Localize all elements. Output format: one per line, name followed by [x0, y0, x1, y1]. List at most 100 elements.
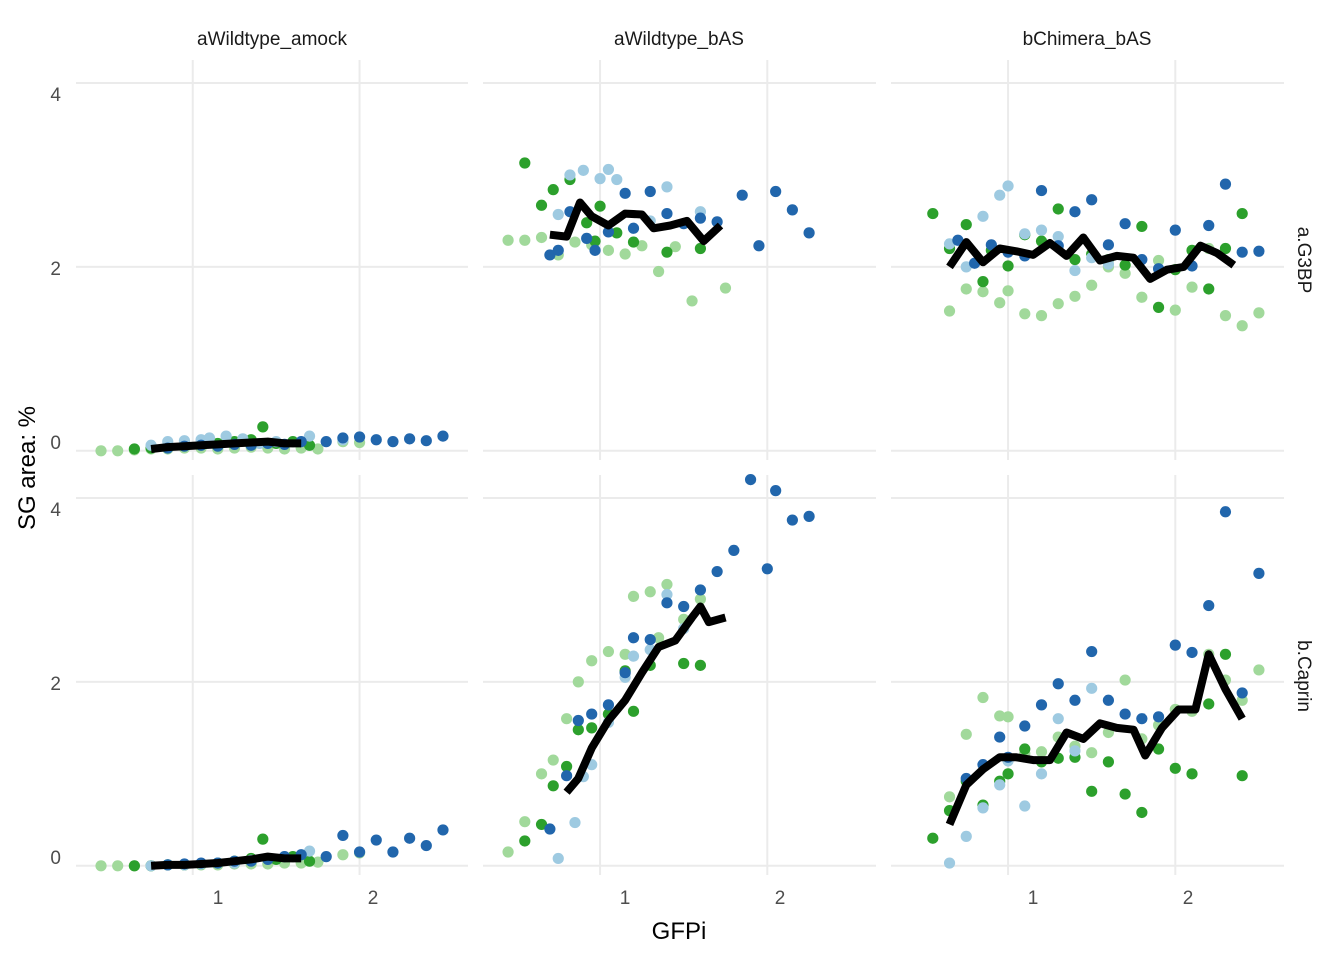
data-point-dark-green-panel-5-1: [519, 835, 531, 847]
data-point-light-blue-panel-4-10: [303, 845, 316, 857]
data-point-dark-green-panel-3-19: [1219, 242, 1232, 255]
data-point-light-green-panel-3-6: [1019, 308, 1031, 320]
data-point-dark-blue-panel-2-16: [770, 185, 782, 198]
data-point-light-blue-panel-2-1: [552, 208, 564, 221]
x-tick-label-col2-2: 2: [775, 888, 786, 909]
data-point-dark-blue-panel-3-3: [985, 239, 997, 251]
data-point-light-green-panel-3-20: [1253, 307, 1265, 319]
data-point-light-green-panel-5-11: [644, 586, 656, 598]
mean-line-panel-2: [549, 198, 724, 246]
data-point-light-green-panel-6-4: [994, 710, 1006, 722]
data-point-dark-green-panel-2-8: [611, 227, 623, 239]
mean-line-panel-1: [150, 437, 302, 453]
data-point-dark-blue-panel-2-17: [786, 204, 798, 216]
data-point-dark-blue-panel-1-12: [353, 431, 366, 443]
data-point-light-blue-panel-3-6: [1019, 228, 1031, 240]
data-point-dark-blue-panel-2-13: [711, 216, 723, 228]
data-point-light-green-panel-2-3: [535, 231, 548, 244]
data-point-dark-blue-panel-6-8: [1069, 694, 1081, 706]
data-point-dark-green-panel-1-1: [128, 443, 140, 455]
data-point-light-green-panel-2-8: [619, 248, 631, 260]
data-point-light-blue-panel-6-4: [994, 779, 1006, 791]
data-point-dark-green-panel-5-12: [694, 659, 707, 671]
data-point-dark-green-panel-3-18: [1203, 283, 1215, 295]
data-point-dark-green-panel-5-11: [678, 657, 690, 670]
data-point-dark-green-panel-5-3: [547, 780, 559, 792]
data-point-light-green-panel-3-10: [1086, 279, 1098, 291]
data-point-dark-blue-panel-3-8: [1069, 206, 1081, 218]
data-point-dark-blue-panel-3-17: [1219, 178, 1232, 190]
data-point-dark-green-panel-6-6: [1002, 768, 1014, 780]
x-tick-label-col3-1: 1: [1028, 888, 1039, 909]
data-point-dark-green-panel-1-12: [303, 439, 316, 451]
data-point-dark-green-panel-5-6: [586, 722, 598, 734]
data-point-light-blue-panel-1-6: [220, 430, 232, 442]
data-point-dark-blue-panel-6-15: [1186, 646, 1198, 659]
data-point-light-green-panel-5-3: [535, 768, 548, 780]
data-point-light-green-panel-2-7: [602, 244, 615, 256]
data-point-dark-blue-panel-5-8: [644, 633, 656, 646]
data-point-dark-blue-panel-1-11: [337, 432, 349, 444]
data-point-dark-blue-panel-1-15: [404, 433, 416, 445]
y-tick-label-bottom-2: 2: [50, 674, 61, 695]
data-point-light-blue-panel-5-9: [661, 588, 673, 601]
data-point-dark-green-panel-2-3: [547, 184, 559, 196]
data-point-light-blue-panel-2-4: [594, 173, 606, 185]
y-tick-label-bottom-4: 4: [50, 500, 61, 521]
data-point-light-green-panel-3-1: [943, 305, 956, 317]
data-point-dark-blue-panel-2-5: [589, 244, 601, 256]
data-point-dark-green-panel-4-1: [128, 860, 140, 872]
data-point-dark-green-panel-5-4: [561, 760, 573, 773]
data-point-light-green-panel-2-13: [719, 282, 732, 294]
data-point-dark-green-panel-4-12: [303, 855, 316, 867]
data-point-light-green-panel-5-12: [652, 632, 665, 644]
data-point-light-green-panel-5-6: [572, 676, 584, 688]
data-point-dark-green-panel-6-17: [1186, 768, 1198, 780]
x-tick-label-col1-1: 1: [213, 888, 224, 909]
data-point-dark-blue-panel-1-14: [387, 436, 399, 448]
data-point-dark-blue-panel-5-4: [586, 708, 598, 720]
x-tick-label-col1-2: 2: [368, 888, 379, 909]
data-point-dark-blue-panel-1-17: [437, 430, 449, 442]
data-point-dark-green-panel-3-6: [1002, 260, 1014, 272]
data-point-dark-blue-panel-5-3: [572, 714, 584, 727]
data-point-dark-green-panel-5-5: [572, 724, 584, 736]
data-point-dark-blue-panel-2-18: [803, 227, 815, 239]
data-point-light-blue-panel-2-5: [602, 163, 615, 176]
data-point-dark-blue-panel-4-16: [420, 839, 432, 852]
data-point-dark-blue-panel-1-13: [370, 434, 382, 446]
data-point-light-green-panel-3-15: [1169, 304, 1181, 316]
data-point-dark-green-panel-4-9: [257, 833, 269, 845]
data-point-light-green-panel-6-2: [960, 728, 972, 740]
data-point-light-green-panel-3-9: [1069, 290, 1081, 302]
data-point-light-blue-panel-1-10: [303, 430, 316, 442]
data-point-light-green-panel-1-2: [112, 445, 124, 457]
data-point-dark-blue-panel-4-17: [437, 824, 449, 836]
data-point-light-green-panel-3-18: [1219, 310, 1232, 322]
data-point-light-blue-panel-3-4: [994, 189, 1006, 201]
data-point-dark-blue-panel-2-14: [736, 189, 748, 201]
data-point-dark-blue-panel-3-11: [1119, 218, 1131, 230]
data-point-light-blue-panel-6-1: [943, 857, 956, 869]
data-point-dark-blue-panel-6-7: [1052, 678, 1064, 690]
data-point-dark-blue-panel-6-12: [1136, 713, 1148, 725]
data-point-dark-blue-panel-1-10: [320, 436, 332, 448]
data-point-light-blue-panel-6-7: [1035, 768, 1048, 780]
x-tick-label-col2-1: 1: [620, 888, 631, 909]
data-point-dark-green-panel-6-16: [1169, 762, 1181, 774]
data-point-light-green-panel-3-2: [960, 283, 972, 295]
data-point-dark-blue-panel-3-18: [1236, 246, 1248, 258]
data-point-dark-blue-panel-5-6: [619, 667, 631, 679]
data-point-dark-blue-panel-6-18: [1236, 687, 1248, 699]
data-point-dark-green-panel-2-1: [519, 157, 531, 169]
y-tick-label-top-2: 2: [50, 259, 61, 280]
data-point-dark-blue-panel-5-17: [786, 514, 798, 526]
data-point-light-blue-panel-6-3: [977, 802, 989, 814]
data-point-dark-green-panel-6-11: [1086, 785, 1098, 797]
data-point-dark-green-panel-3-9: [1052, 203, 1064, 215]
data-point-dark-green-panel-3-10: [1069, 253, 1081, 266]
data-point-dark-blue-panel-5-14: [744, 473, 757, 486]
data-point-dark-blue-panel-3-9: [1086, 194, 1098, 206]
